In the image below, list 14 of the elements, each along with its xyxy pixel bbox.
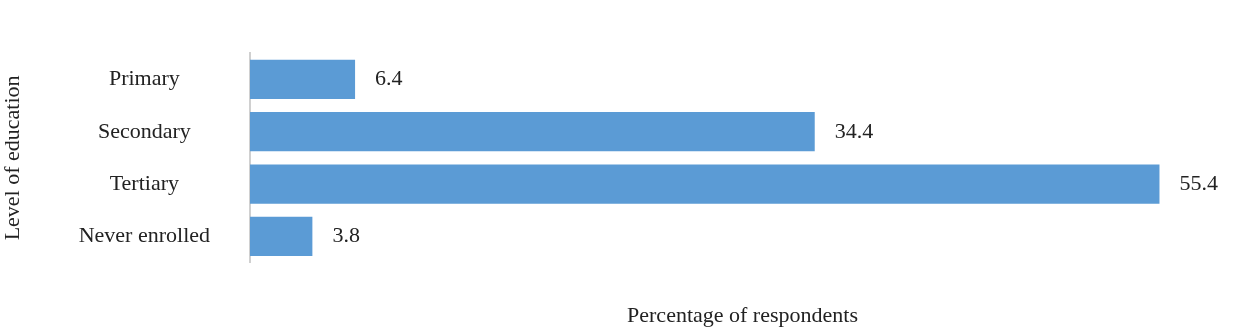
- y-tick-label: Tertiary: [109, 169, 179, 195]
- data-label: 34.4: [834, 117, 874, 143]
- bar: [250, 216, 313, 257]
- data-label: 55.4: [1179, 169, 1218, 195]
- bar: [250, 59, 356, 100]
- bar: [250, 112, 815, 152]
- y-tick-label: Primary: [108, 65, 180, 91]
- data-label: 3.8: [332, 222, 360, 248]
- bar: [250, 164, 1160, 204]
- y-tick-label: Secondary: [97, 117, 191, 143]
- y-axis-title: Level of education: [0, 75, 24, 241]
- y-tick-label: Never enrolled: [78, 222, 210, 248]
- data-label: 6.4: [375, 65, 403, 91]
- x-axis-title: Percentage of respondents: [627, 301, 858, 327]
